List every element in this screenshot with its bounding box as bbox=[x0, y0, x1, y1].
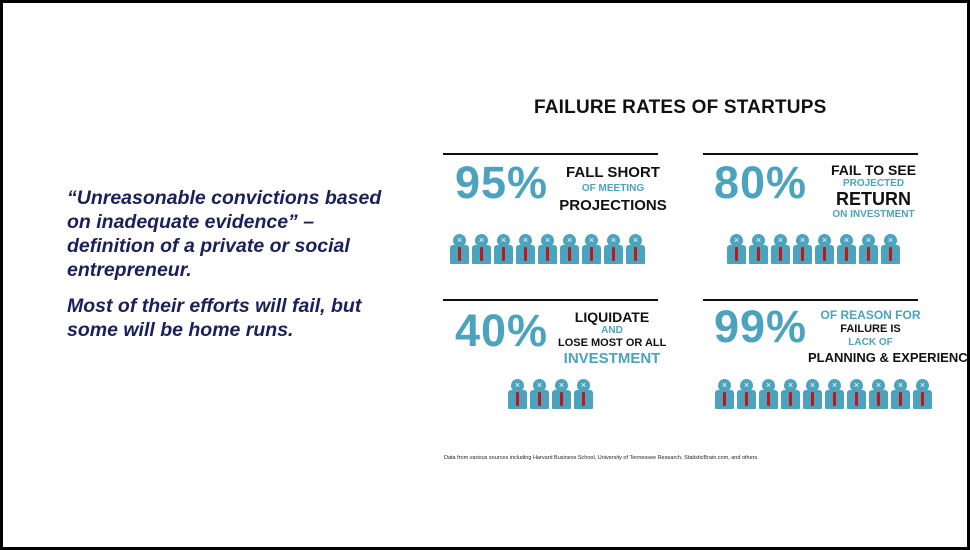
panel-label-line: OF MEETING bbox=[581, 183, 645, 194]
panel-label-line: AND bbox=[601, 325, 623, 336]
panel-label-line: PLANNING & EXPERIENCE bbox=[808, 350, 970, 365]
panel-percent: 80% bbox=[714, 157, 808, 208]
people-row: × × × × × × × × × × bbox=[715, 379, 935, 409]
panel-label: FALL SHORT OF MEETING PROJECTIONS bbox=[558, 165, 668, 213]
person-icon: × bbox=[727, 234, 746, 264]
panel-label-line: LACK OF bbox=[848, 337, 893, 348]
person-icon: × bbox=[494, 234, 513, 264]
person-icon: × bbox=[793, 234, 812, 264]
person-icon: × bbox=[552, 379, 571, 409]
person-icon: × bbox=[891, 379, 910, 409]
person-icon: × bbox=[771, 234, 790, 264]
person-icon: × bbox=[582, 234, 601, 264]
panel-label: FAIL TO SEE PROJECTED RETURN ON INVESTME… bbox=[821, 163, 926, 220]
panel-label-line: INVESTMENT bbox=[563, 350, 661, 367]
person-icon: × bbox=[604, 234, 623, 264]
person-icon: × bbox=[815, 234, 834, 264]
panel-label-line: LOSE MOST OR ALL bbox=[558, 337, 667, 349]
person-icon: × bbox=[859, 234, 878, 264]
person-icon: × bbox=[737, 379, 756, 409]
panel-rule bbox=[443, 299, 658, 301]
panel-label-line: ON INVESTMENT bbox=[832, 209, 915, 220]
people-row: × × × × × × × × × bbox=[450, 234, 648, 264]
panel-rule bbox=[703, 299, 918, 301]
person-icon: × bbox=[472, 234, 491, 264]
person-icon: × bbox=[560, 234, 579, 264]
source-note: Data from various sources including Harv… bbox=[444, 455, 759, 461]
panel-rule bbox=[443, 153, 658, 155]
people-row: × × × × bbox=[508, 379, 596, 409]
person-icon: × bbox=[869, 379, 888, 409]
person-icon: × bbox=[715, 379, 734, 409]
person-icon: × bbox=[538, 234, 557, 264]
person-icon: × bbox=[450, 234, 469, 264]
person-icon: × bbox=[837, 234, 856, 264]
person-icon: × bbox=[530, 379, 549, 409]
panel-label: LIQUIDATE AND LOSE MOST OR ALL INVESTMEN… bbox=[558, 310, 666, 366]
person-icon: × bbox=[847, 379, 866, 409]
panel-label-line: FALL SHORT bbox=[566, 164, 660, 181]
people-row: × × × × × × × × bbox=[727, 234, 903, 264]
person-icon: × bbox=[508, 379, 527, 409]
panel-label: OF REASON FOR FAILURE IS LACK OF PLANNIN… bbox=[808, 308, 970, 365]
panel-label-line: PROJECTED bbox=[842, 178, 905, 189]
panel-percent: 40% bbox=[455, 305, 549, 356]
quote-text: “Unreasonable convictions based on inade… bbox=[67, 186, 407, 354]
panel-label-line: LIQUIDATE bbox=[574, 309, 650, 325]
panel-label-line: FAILURE IS bbox=[840, 323, 901, 335]
person-icon: × bbox=[574, 379, 593, 409]
quote-efforts: Most of their efforts will fail, but som… bbox=[67, 295, 362, 341]
panel-percent: 99% bbox=[714, 301, 808, 352]
panel-rule bbox=[703, 153, 918, 155]
panel-label-line: PROJECTIONS bbox=[559, 197, 667, 214]
person-icon: × bbox=[781, 379, 800, 409]
panel-label-line: RETURN bbox=[836, 189, 911, 209]
person-icon: × bbox=[803, 379, 822, 409]
person-icon: × bbox=[759, 379, 778, 409]
person-icon: × bbox=[825, 379, 844, 409]
person-icon: × bbox=[626, 234, 645, 264]
person-icon: × bbox=[881, 234, 900, 264]
panel-label-line: FAIL TO SEE bbox=[830, 162, 917, 178]
person-icon: × bbox=[516, 234, 535, 264]
panel-label-line: OF REASON FOR bbox=[820, 308, 921, 322]
person-icon: × bbox=[913, 379, 932, 409]
panel-percent: 95% bbox=[455, 157, 549, 208]
infographic-title: FAILURE RATES OF STARTUPS bbox=[534, 97, 827, 118]
person-icon: × bbox=[749, 234, 768, 264]
quote-definition: “Unreasonable convictions based on inade… bbox=[67, 187, 382, 281]
